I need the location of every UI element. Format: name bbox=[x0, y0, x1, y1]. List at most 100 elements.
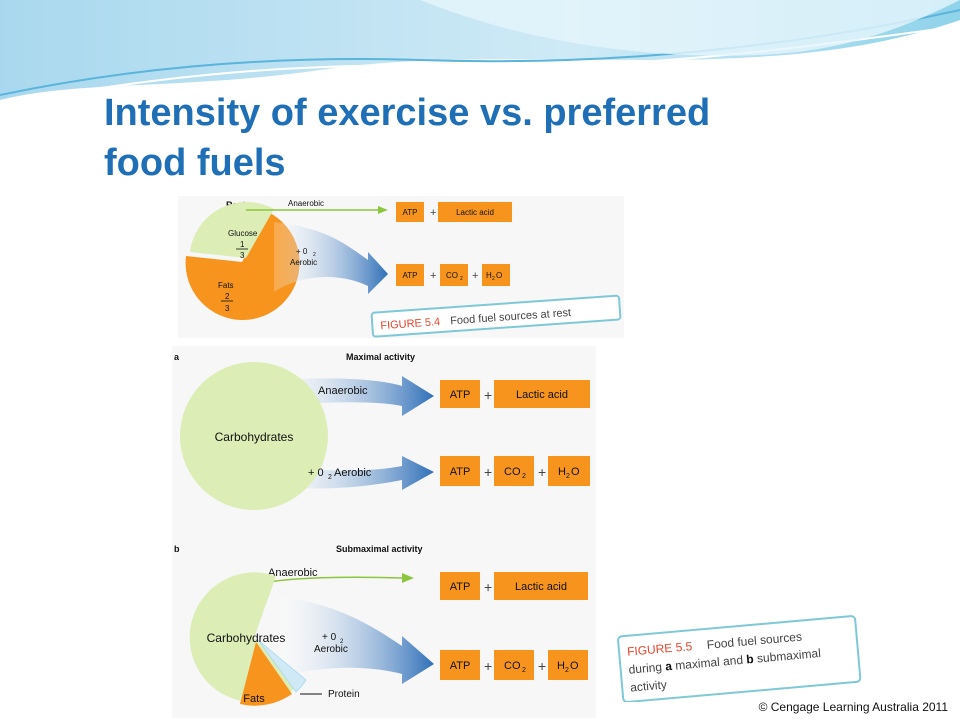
plus-sign: + bbox=[538, 464, 546, 480]
panel-a-aerobic-arrow bbox=[272, 456, 434, 490]
panel-b-o2-sub: 2 bbox=[340, 639, 344, 645]
panel-a-h2o-sub: 2 bbox=[566, 473, 570, 480]
panel-a-letter: a bbox=[174, 352, 180, 362]
rest-h-text: H bbox=[486, 271, 492, 280]
panel-a-h2o-box bbox=[548, 456, 590, 486]
panel-b-atp-box-1 bbox=[440, 572, 480, 600]
plus-sign: + bbox=[430, 207, 436, 219]
panel-b-anaerobic-label: Anaerobic bbox=[268, 567, 318, 579]
panel-b-h2o-sub: 2 bbox=[565, 667, 569, 674]
rest-co2-box bbox=[440, 264, 468, 286]
plus-sign: + bbox=[484, 464, 492, 480]
panel-b-atp-text-2: ATP bbox=[450, 660, 471, 672]
caption-5-5-line2-mid: maximal and bbox=[671, 652, 747, 672]
panel-a-carbohydrates-label: Carbohydrates bbox=[215, 430, 294, 444]
panel-b-co2-sub: 2 bbox=[522, 667, 526, 674]
anaerobic-label: Anaerobic bbox=[288, 199, 324, 208]
panel-b-co2-box bbox=[494, 650, 534, 680]
panel-b-pie-chart bbox=[189, 572, 307, 706]
slide-title: Intensity of exercise vs. preferred food… bbox=[104, 88, 864, 188]
plus-sign: + bbox=[484, 387, 492, 403]
caption-5-5-line2: during a maximal and b submaximal bbox=[628, 646, 821, 677]
fats-numerator: 2 bbox=[225, 292, 230, 301]
anaerobic-arrowhead bbox=[378, 206, 388, 214]
rest-o-text: O bbox=[496, 271, 502, 280]
panel-a-o2-prefix: + 0 bbox=[308, 467, 324, 479]
panel-b-aerobic-arrow bbox=[280, 596, 434, 684]
panel-a-lactic-acid-text: Lactic acid bbox=[516, 389, 568, 401]
panel-a-anaerobic-arrow bbox=[272, 376, 434, 416]
rest-lactic-acid-box bbox=[438, 202, 512, 222]
caption-5-5-line2-b: b bbox=[746, 652, 755, 667]
panel-b-fats-slice bbox=[240, 642, 292, 706]
figure-5-5-diagram: a Maximal activity Carbohydrates Anaerob… bbox=[172, 346, 596, 718]
glucose-numerator: 1 bbox=[240, 240, 245, 249]
panel-b-o-text: O bbox=[570, 660, 579, 672]
panel-b-heading: Submaximal activity bbox=[336, 544, 423, 554]
rest-co2-text: CO bbox=[446, 271, 458, 280]
caption-5-5-figure-number: FIGURE 5.5 bbox=[627, 639, 694, 659]
rest-lactic-acid-text: Lactic acid bbox=[456, 208, 494, 217]
panel-a-atp-text-2: ATP bbox=[450, 466, 471, 478]
panel-b-atp-box-2 bbox=[440, 650, 480, 680]
caption-5-5-line2-a: a bbox=[665, 659, 673, 674]
plus-sign: + bbox=[484, 579, 492, 595]
copyright-notice: © Cengage Learning Australia 2011 bbox=[758, 700, 948, 714]
figure-5-4-caption: FIGURE 5.4 Food fuel sources at rest bbox=[370, 294, 622, 338]
panel-a-co2-sub: 2 bbox=[522, 473, 526, 480]
panel-a-o2-sub: 2 bbox=[328, 474, 332, 481]
panel-a-lactic-acid-box bbox=[494, 380, 590, 408]
aerobic-arrow bbox=[274, 222, 388, 294]
panel-a-heading: Maximal activity bbox=[346, 352, 415, 362]
panel-b-letter: b bbox=[174, 544, 180, 554]
panel-a-co2-box bbox=[494, 456, 534, 486]
panel-b-lactic-acid-text: Lactic acid bbox=[515, 581, 567, 593]
rest-co2-sub: 2 bbox=[460, 276, 463, 282]
panel-b-anaerobic-line bbox=[269, 576, 403, 583]
aerobic-o2-sub: 2 bbox=[313, 252, 316, 258]
panel-a-atp-text-1: ATP bbox=[450, 389, 471, 401]
panel-a-aerobic-label: Aerobic bbox=[334, 467, 372, 479]
rest-pie-chart bbox=[185, 201, 300, 320]
aerobic-label: Aerobic bbox=[290, 258, 317, 267]
panel-a-o-text: O bbox=[571, 466, 580, 478]
glucose-slice bbox=[190, 201, 274, 258]
panel-b-anaerobic-arrowhead bbox=[402, 573, 414, 583]
panel-b-co-text: CO bbox=[504, 660, 521, 672]
caption-5-5-line2-pre: during bbox=[628, 660, 666, 677]
panel-b-fats-label: Fats bbox=[243, 693, 265, 705]
plus-sign: + bbox=[484, 658, 492, 674]
panel-a-carbohydrates-circle bbox=[180, 362, 328, 510]
caption-5-5-line2-post: submaximal bbox=[753, 646, 821, 666]
caption-5-5-frame bbox=[617, 615, 862, 702]
slide-title-line2: food fuels bbox=[104, 142, 286, 184]
panel-b-lactic-acid-box bbox=[494, 572, 588, 600]
plus-sign: + bbox=[472, 270, 478, 282]
panel-b-carbohydrates-label: Carbohydrates bbox=[207, 631, 286, 645]
caption-5-4-frame bbox=[370, 294, 622, 338]
figure-5-4-diagram: Rest Glucose 1 3 Fats 2 3 Anaerobic + 0 … bbox=[178, 196, 624, 338]
panel-b-aerobic-label: Aerobic bbox=[314, 644, 348, 655]
caption-5-4-figure-number: FIGURE 5.4 bbox=[380, 316, 441, 332]
wave-banner bbox=[0, 0, 960, 106]
plus-sign: + bbox=[538, 658, 546, 674]
glucose-label: Glucose bbox=[228, 229, 258, 238]
caption-5-5-line3: activity bbox=[630, 678, 668, 695]
panel-a-h-text: H bbox=[558, 466, 566, 478]
rest-h2o-box bbox=[482, 264, 510, 286]
rest-atp-box-2 bbox=[396, 264, 424, 286]
panel-a-anaerobic-label: Anaerobic bbox=[318, 385, 368, 397]
glucose-denominator: 3 bbox=[240, 251, 245, 260]
panel-b-h-text: H bbox=[557, 660, 565, 672]
panel-a-co-text: CO bbox=[504, 466, 521, 478]
panel-b-protein-slice bbox=[257, 639, 307, 693]
rest-atp-text-2: ATP bbox=[403, 271, 418, 280]
aerobic-o2-prefix: + 0 bbox=[296, 247, 308, 256]
panel-b-o2-prefix: + 0 bbox=[322, 632, 337, 643]
fats-slice bbox=[185, 213, 300, 320]
figure-5-5-caption: FIGURE 5.5 Food fuel sources during a ma… bbox=[617, 615, 862, 702]
panel-a-atp-box-2 bbox=[440, 456, 480, 486]
rest-h2o-sub: 2 bbox=[492, 276, 495, 282]
rest-atp-box-1 bbox=[396, 202, 424, 222]
slide-title-line1: Intensity of exercise vs. preferred bbox=[104, 92, 711, 134]
